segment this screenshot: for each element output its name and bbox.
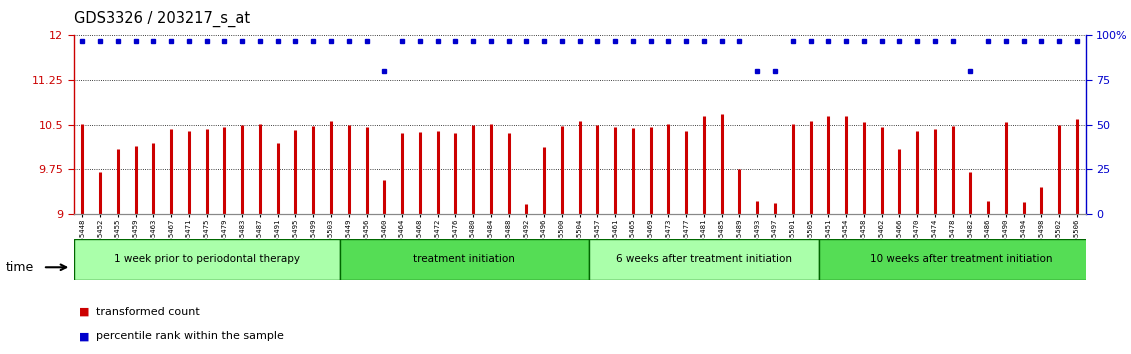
Text: time: time <box>6 261 34 274</box>
Text: transformed count: transformed count <box>96 307 200 316</box>
Bar <box>819 239 1104 280</box>
Text: 1 week prior to periodontal therapy: 1 week prior to periodontal therapy <box>114 254 300 264</box>
Text: percentile rank within the sample: percentile rank within the sample <box>96 331 284 341</box>
Text: GDS3326 / 203217_s_at: GDS3326 / 203217_s_at <box>74 11 250 27</box>
Text: 6 weeks after treatment initiation: 6 weeks after treatment initiation <box>616 254 792 264</box>
Text: 10 weeks after treatment initiation: 10 weeks after treatment initiation <box>870 254 1053 264</box>
Text: ■: ■ <box>79 307 89 316</box>
Bar <box>74 239 340 280</box>
Text: ■: ■ <box>79 331 89 341</box>
Text: treatment initiation: treatment initiation <box>413 254 515 264</box>
Bar <box>340 239 588 280</box>
Bar <box>588 239 819 280</box>
